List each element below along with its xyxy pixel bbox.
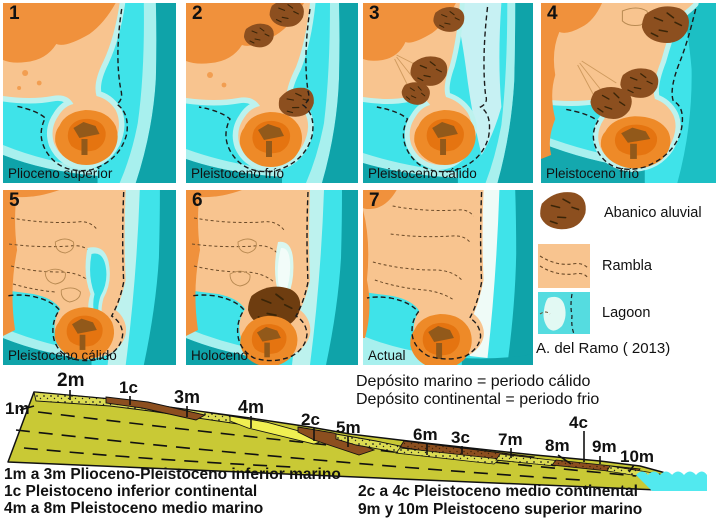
note-continental: Depósito continental = periodo frio <box>356 391 600 408</box>
map-panel-4: 4 Pleistoceno frío <box>541 3 716 183</box>
unit-label-1c: 1c <box>119 378 138 397</box>
legend-item-rambla: Rambla <box>538 244 652 288</box>
lagoon-swatch <box>538 292 590 334</box>
cross-section <box>0 370 720 530</box>
legend-label: Rambla <box>602 258 652 274</box>
rambla-channels <box>372 205 475 301</box>
map-panel-6: 6 Holoceno <box>186 190 358 365</box>
layer-2c <box>297 426 376 456</box>
map-illustration-2 <box>186 3 358 183</box>
note-marine: Depósito marino = periodo cálido <box>356 373 591 390</box>
panel-number: 2 <box>192 3 203 24</box>
unit-label-3m: 3m <box>174 387 201 407</box>
unit-label-4c: 4c <box>569 413 588 432</box>
map-panel-5: 5 Pleistoceno cálido <box>3 190 176 365</box>
caption-2c-4c: 2c a 4c Pleistoceno medio continental <box>358 483 638 500</box>
map-illustration-5 <box>3 190 176 365</box>
map-panel-7: 7 Actual <box>363 190 533 365</box>
panel-number: 3 <box>369 3 380 24</box>
unit-label-5m: 5m <box>336 418 361 437</box>
panel-number: 5 <box>9 190 20 211</box>
unit-label-6m: 6m <box>413 425 438 444</box>
sea-deep <box>135 3 176 183</box>
unit-label-2m: 2m <box>57 370 85 391</box>
map-illustration-7 <box>363 190 533 365</box>
panel-number: 4 <box>547 3 558 24</box>
unit-label-8m: 8m <box>545 436 570 455</box>
panel-label: Pleistoceno frío <box>546 166 640 181</box>
panel-label: Pleistoceno cálido <box>368 166 477 181</box>
panel-number: 6 <box>192 190 203 211</box>
panel-label: Actual <box>368 348 406 363</box>
unit-label-1m: 1m <box>5 399 30 418</box>
layer-6m <box>395 447 501 465</box>
map-illustration-4 <box>541 3 716 183</box>
panel-number: 1 <box>9 3 20 24</box>
map-illustration-6 <box>186 190 358 365</box>
rambla-channels <box>8 217 98 293</box>
rambla-swatch <box>538 244 590 288</box>
unit-label-3c: 3c <box>451 428 470 447</box>
panel-label: Holoceno <box>191 348 249 363</box>
legend-label: Abanico aluvial <box>604 205 702 221</box>
map-illustration-1 <box>3 3 176 183</box>
unit-label-10m: 10m <box>620 447 655 466</box>
map-illustration-3 <box>363 3 533 183</box>
alluvial-fan-swatch <box>538 188 590 234</box>
panel-label: Pleistoceno cálido <box>8 348 117 363</box>
layer-7m <box>495 453 561 467</box>
map-panel-3: 3 Pleistoceno cálido <box>363 3 533 183</box>
bedding-dashes <box>15 411 637 481</box>
legend-item-abanico: Abanico aluvial <box>538 188 702 238</box>
caption-1m-3m: 1m a 3m Plioceno-Pleistoceno inferior ma… <box>4 466 341 483</box>
unit-label-9m: 9m <box>592 437 617 456</box>
legend: Abanico aluvial Rambla Lagoon A. del Ram… <box>536 188 720 368</box>
caption-1c: 1c Pleistoceno inferior continental <box>4 483 258 500</box>
panel-number: 7 <box>369 190 380 211</box>
map-panel-2: 2 Pleistoceno frío <box>186 3 358 183</box>
cross-section-illustration <box>7 390 707 491</box>
caption-4m-8m: 4m a 8m Pleistoceno medio marino <box>4 500 264 517</box>
legend-item-lagoon: Lagoon <box>538 292 650 334</box>
coastline-dashed <box>14 8 128 172</box>
layer-4m <box>229 415 330 445</box>
caption-9m-10m: 9m y 10m Pleistoceno superior marino <box>358 501 643 518</box>
unit-label-4m: 4m <box>238 397 265 417</box>
sea-water <box>636 471 707 491</box>
credit-line: A. del Ramo ( 2013) <box>536 340 671 357</box>
land <box>3 3 116 63</box>
unit-label-2c: 2c <box>301 410 320 429</box>
map-panel-1: 1 Plioceno superior <box>3 3 176 183</box>
legend-label: Lagoon <box>602 305 651 321</box>
leader-lines <box>19 390 635 473</box>
unit-label-7m: 7m <box>498 430 523 449</box>
panel-label: Plioceno superior <box>8 166 113 181</box>
panel-label: Pleistoceno frío <box>191 166 285 181</box>
